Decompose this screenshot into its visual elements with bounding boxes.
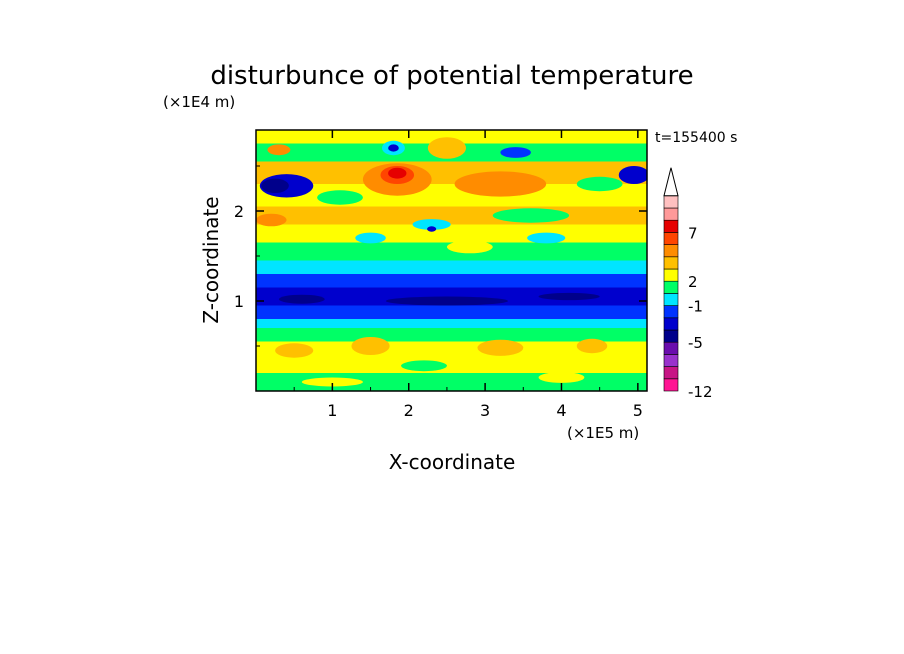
- contour-band: [256, 305, 647, 319]
- contour-blob: [351, 337, 390, 355]
- plot-frame: [255, 129, 648, 392]
- contour-blob: [427, 137, 467, 159]
- contour-blob: [261, 178, 289, 193]
- colorbar-segment: [663, 207, 679, 221]
- colorbar-segment: [663, 219, 679, 233]
- contour-blob: [446, 240, 493, 254]
- colorbar-label: -5: [688, 334, 703, 352]
- contour-band: [256, 130, 647, 144]
- contour-band: [256, 274, 647, 288]
- contour-blob: [477, 339, 524, 356]
- contour-band: [256, 260, 647, 274]
- contour-blob: [454, 171, 547, 197]
- x-tick-label: 3: [480, 401, 490, 420]
- contour-blob: [618, 166, 647, 184]
- contour-band: [256, 224, 647, 243]
- plot-area: [256, 130, 647, 391]
- contour-blob: [538, 372, 585, 383]
- contour-band: [256, 359, 647, 373]
- y-tick-label: 2: [234, 202, 244, 221]
- colorbar-segment: [663, 195, 679, 209]
- contour-blob: [388, 144, 399, 152]
- colorbar-segment: [663, 293, 679, 306]
- colorbar-segment: [663, 341, 679, 355]
- contour-blob: [267, 144, 291, 156]
- contour-blob: [576, 338, 608, 354]
- colorbar-segment: [663, 317, 679, 331]
- contour-blob: [301, 377, 363, 387]
- contour-blob: [412, 219, 451, 230]
- contour-blob: [492, 208, 570, 223]
- time-label: t=155400 s: [655, 130, 737, 146]
- y-axis-label: Z-coordinate: [199, 196, 223, 323]
- contour-blob: [401, 360, 447, 372]
- colorbar-segment: [663, 366, 679, 380]
- contour-blob: [317, 190, 363, 205]
- contour-blob: [388, 167, 407, 179]
- colorbar-label: 2: [688, 273, 698, 291]
- contour-band: [256, 161, 647, 184]
- contour-blob: [527, 232, 566, 244]
- contour-blob: [355, 232, 386, 244]
- contour-blob: [427, 226, 437, 232]
- colorbar-label: -12: [688, 383, 713, 401]
- contour-band: [256, 328, 647, 342]
- x-tick-label: 4: [556, 401, 566, 420]
- x-tick-label: 1: [327, 401, 337, 420]
- colorbar-segment: [663, 378, 679, 392]
- colorbar-segment: [663, 256, 679, 270]
- colorbar-segment: [663, 232, 679, 245]
- contour-blob: [278, 294, 325, 304]
- contour-band: [256, 242, 647, 261]
- contour-blob: [275, 343, 314, 358]
- colorbar-segment: [663, 329, 679, 343]
- contour-band: [256, 287, 647, 306]
- contour-blob: [500, 147, 531, 158]
- colorbar-segment: [663, 305, 679, 319]
- contour-blob: [385, 296, 509, 306]
- colorbar-label: 7: [688, 224, 698, 242]
- colorbar-segment: [663, 354, 679, 367]
- chart-title: disturbunce of potential temperature: [210, 61, 693, 91]
- y-tick-label: 1: [234, 292, 244, 311]
- contour-band: [256, 206, 647, 225]
- x-axis-label: X-coordinate: [389, 450, 516, 474]
- contour-blob: [576, 176, 623, 192]
- x-tick-label: 5: [633, 401, 643, 420]
- y-unit-label: (×1E4 m): [163, 93, 235, 111]
- x-unit-label: (×1E5 m): [567, 424, 639, 442]
- contour-blob: [538, 292, 600, 301]
- contour-blob: [256, 213, 287, 227]
- colorbar-segment: [663, 268, 679, 282]
- contour-band: [256, 319, 647, 328]
- colorbar-segment: [663, 280, 679, 294]
- x-tick-label: 2: [404, 401, 414, 420]
- colorbar-segment: [663, 244, 679, 258]
- colorbar: -12-5-127: [663, 167, 713, 401]
- colorbar-extend-arrow: [663, 167, 679, 197]
- colorbar-label: -1: [688, 298, 703, 316]
